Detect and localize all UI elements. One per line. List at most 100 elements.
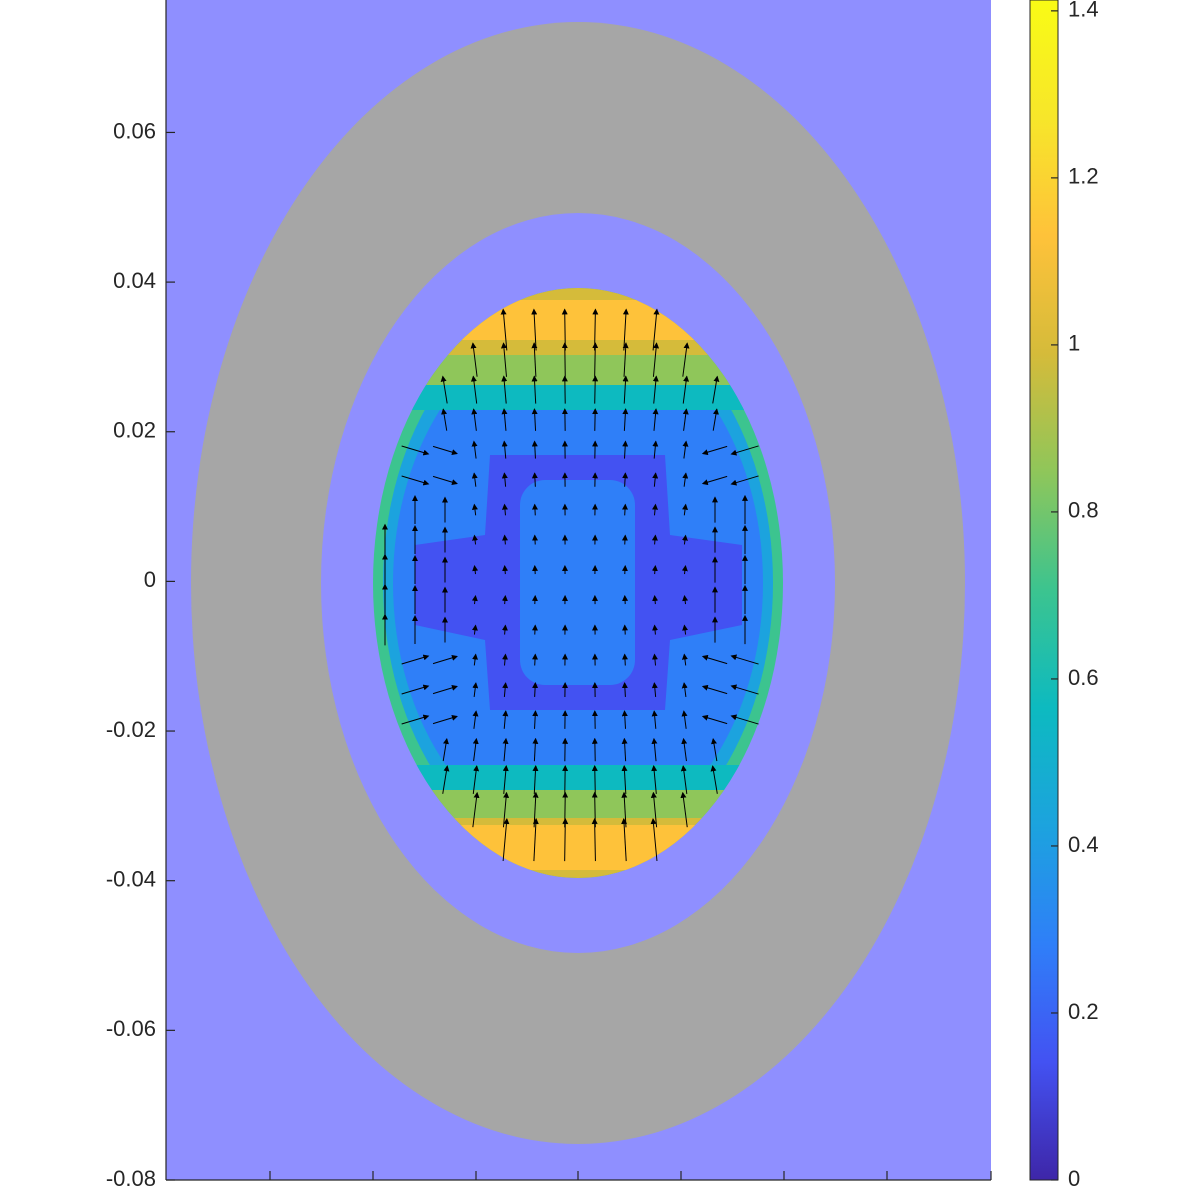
field-arrow [682,472,689,487]
field-arrow [502,765,509,795]
field-arrow [561,342,568,377]
field-arrow [622,342,629,377]
field-arrow [711,737,718,762]
field-arrow [621,710,628,729]
field-arrow [591,817,598,862]
field-arrow [710,765,718,794]
field-arrow [682,375,690,404]
field-arrow [531,408,538,431]
field-arrow [502,737,509,762]
field-arrow [622,624,629,635]
field-arrow [502,818,510,862]
field-arrow [682,624,689,635]
field-arrow [730,445,759,456]
field-arrow [622,440,629,459]
field-arrow [501,408,508,431]
field-arrow [531,440,538,459]
field-arrow [502,534,509,545]
field-arrow [532,817,539,862]
field-arrow [622,375,629,404]
field-arrow [592,342,599,377]
colorbar-tick-label: 0.6 [1068,665,1099,690]
field-arrow [701,684,728,695]
field-arrow [712,408,719,431]
axes: -0.08 -0.06 -0.04 -0.02 0 0.02 0.04 0.06 [106,0,992,1191]
field-arrow [621,817,628,862]
field-arrow [440,375,448,404]
field-arrow [471,440,478,459]
field-arrow [432,714,458,725]
field-band [373,385,783,410]
y-tick-label: 0.06 [113,118,156,143]
field-arrow [622,408,629,431]
field-core [520,480,635,685]
field-arrow [681,737,688,762]
field-arrow [532,764,539,795]
field-arrow [701,475,728,486]
field-arrow [470,375,478,404]
field-arrow [651,653,658,666]
field-arrow [621,764,628,795]
field-arrow [730,684,759,695]
field-arrow [621,534,628,545]
field-arrow [502,682,509,697]
field-arrow [652,472,659,487]
field-arrow [682,440,689,459]
field-arrow [471,624,478,635]
field-arrow [432,654,458,665]
field-arrow [622,472,629,487]
y-tick-label: 0.02 [113,418,156,443]
field-arrow [531,503,538,516]
field-arrow [651,737,658,762]
field-arrow [401,445,430,456]
y-tick-label: -0.08 [106,1166,156,1191]
field-arrow [681,564,688,575]
field-arrow [502,653,509,666]
field-arrow [470,342,478,377]
y-tick-label: 0 [144,567,156,592]
field-arrow [532,710,539,729]
field-arrow [592,375,599,404]
field-arrow [591,764,598,795]
field-arrow [471,594,478,605]
field-arrow [701,445,728,456]
field-arrow [471,408,478,431]
field-arrow [652,440,659,459]
field-arrow [502,710,509,729]
field-arrow [502,564,509,575]
field-arrow [500,342,507,377]
field-arrow [730,475,759,486]
colorbar-tick-label: 0.2 [1068,999,1099,1024]
field-arrow [651,710,658,729]
field-arrow [472,765,480,794]
field-arrow [471,472,478,487]
field-arrow [501,375,508,404]
colorbar-tick-label: 0.8 [1068,498,1099,523]
field-arrow [652,503,659,516]
arrows [382,308,759,862]
field-arrow [401,475,430,486]
field-arrow [432,684,458,695]
field-arrow [650,818,658,862]
colorbar-tick-label: 1.4 [1068,0,1099,22]
field-arrow [472,534,479,545]
field-arrow [562,817,569,862]
field-arrow [441,408,448,431]
field-arrow [681,682,688,697]
field-arrow [682,342,690,377]
field-arrow [531,472,538,487]
field-arrow [472,653,479,666]
field-arrow [472,682,479,697]
field-arrow [472,791,480,828]
field-arrow [652,408,659,431]
field-arrow [730,654,759,665]
colorbar-tick-label: 1.2 [1068,164,1099,189]
colorbar-tick-label: 1 [1068,331,1080,356]
field [373,288,783,878]
field-arrow [442,737,449,762]
field-arrow [501,440,508,459]
field-arrow [681,534,688,545]
field-arrow [531,342,538,377]
field-arrow [621,682,628,697]
field-arrow [680,765,688,794]
